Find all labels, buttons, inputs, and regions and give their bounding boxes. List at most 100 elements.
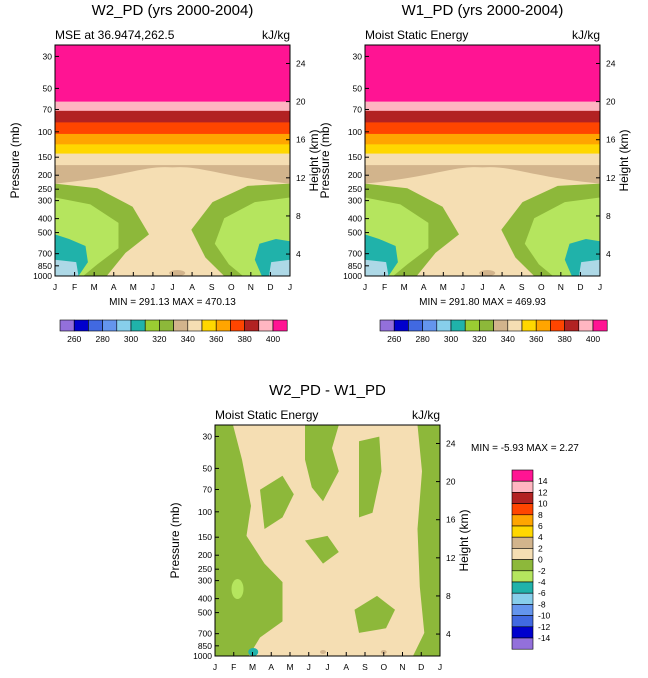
colorbar-swatch	[511, 536, 534, 549]
month-tick-label: J	[363, 282, 367, 292]
colorbar-swatch	[422, 319, 438, 332]
min-max-stats: MIN = 291.80 MAX = 469.93	[419, 297, 546, 308]
colorbar-label: 320	[152, 334, 166, 344]
pressure-tick-label: 1000	[193, 651, 212, 661]
pressure-tick-label: 500	[198, 608, 212, 618]
colorbar-swatch	[73, 319, 89, 332]
chart-title: W1_PD (yrs 2000-2004)	[402, 2, 564, 19]
colorbar-swatch	[511, 525, 534, 538]
height-tick-label: 12	[446, 553, 456, 563]
pressure-tick-label: 850	[198, 641, 212, 651]
month-tick-label: J	[598, 282, 602, 292]
pressure-tick-label: 100	[198, 507, 212, 517]
height-tick-label: 16	[296, 135, 306, 145]
colorbar-label: 400	[586, 334, 600, 344]
y-axis-label: Pressure (mb)	[168, 502, 182, 578]
colorbar-swatch	[102, 319, 118, 332]
height-tick-label: 8	[446, 591, 451, 601]
mse-band	[365, 133, 600, 145]
colorbar-swatch	[130, 319, 146, 332]
height-tick-label: 20	[446, 477, 456, 487]
height-tick-label: 12	[296, 173, 306, 183]
colorbar-swatch	[244, 319, 260, 332]
height-tick-label: 16	[606, 135, 616, 145]
diff-region	[305, 425, 339, 502]
min-max-stats: MIN = -5.93 MAX = 2.27	[471, 443, 579, 454]
mse-band	[365, 144, 600, 155]
pressure-tick-label: 150	[348, 152, 362, 162]
pressure-tick-label: 700	[38, 249, 52, 259]
mse-band	[55, 122, 290, 135]
colorbar-label: 260	[387, 334, 401, 344]
colorbar-swatch	[511, 604, 534, 616]
diff-colorbar	[511, 469, 534, 650]
pressure-tick-label: 50	[203, 463, 213, 473]
colorbar-swatch	[379, 319, 395, 332]
month-tick-label: S	[519, 282, 525, 292]
colorbar-label: 300	[124, 334, 138, 344]
colorbar-label: 280	[416, 334, 430, 344]
mse-band	[55, 153, 290, 166]
pressure-tick-label: 200	[198, 550, 212, 560]
chart-left-subtitle: Moist Static Energy	[215, 408, 318, 422]
colorbar-swatch	[592, 319, 608, 332]
y-axis-right-label: Height (km)	[457, 509, 471, 571]
colorbar-swatch	[215, 319, 231, 332]
month-tick-label: J	[151, 282, 155, 292]
mse-field-0	[55, 45, 290, 276]
mse-band	[55, 144, 290, 155]
mse-band	[365, 122, 600, 135]
colorbar-swatch	[511, 548, 534, 560]
pressure-tick-label: 70	[203, 484, 213, 494]
mse-band	[365, 153, 600, 166]
colorbar-swatch	[258, 319, 274, 332]
colorbar-label: 10	[538, 499, 548, 509]
y-axis-right-label: Height (km)	[307, 129, 321, 191]
colorbar-swatch	[88, 319, 103, 332]
diff-region	[231, 579, 244, 600]
mse-band	[365, 110, 600, 123]
pressure-tick-label: 250	[348, 184, 362, 194]
month-tick-label: N	[558, 282, 564, 292]
colorbar-swatch	[201, 319, 217, 332]
pressure-tick-label: 30	[203, 431, 213, 441]
colorbar-label: -2	[538, 566, 546, 576]
month-tick-label: D	[267, 282, 273, 292]
colorbar-swatch	[450, 319, 466, 332]
mse-band	[55, 101, 290, 112]
colorbar-swatch	[511, 514, 534, 527]
mse-region	[365, 259, 389, 276]
month-tick-label: A	[421, 282, 427, 292]
chart-title: W2_PD - W1_PD	[269, 382, 386, 399]
panel-axes-0	[54, 44, 291, 277]
colorbar-swatch	[464, 319, 480, 332]
month-tick-label: A	[268, 662, 274, 672]
pressure-tick-label: 500	[348, 228, 362, 238]
month-tick-label: J	[461, 282, 465, 292]
colorbar-swatch	[521, 319, 537, 332]
colorbar-label: 360	[209, 334, 223, 344]
colorbar-swatch	[511, 570, 534, 583]
month-tick-label: J	[288, 282, 292, 292]
pressure-tick-label: 250	[38, 184, 52, 194]
colorbar-swatch	[550, 319, 565, 332]
colorbar-label: 280	[96, 334, 110, 344]
pressure-tick-label: 300	[38, 196, 52, 206]
pressure-tick-label: 850	[38, 261, 52, 271]
colorbar-label: -12	[538, 622, 551, 632]
pressure-tick-label: 850	[348, 261, 362, 271]
month-tick-label: M	[249, 662, 256, 672]
y-axis-label: Pressure (mb)	[8, 122, 22, 198]
colorbar-label: 260	[67, 334, 81, 344]
colorbar-label: 14	[538, 476, 548, 486]
colorbar-swatch	[511, 592, 534, 605]
chart-units: kJ/kg	[262, 28, 290, 42]
month-tick-label: J	[213, 662, 217, 672]
panel-axes-2	[214, 424, 441, 657]
colorbar-swatch	[230, 319, 245, 332]
pressure-tick-label: 400	[198, 594, 212, 604]
y-axis-right-label: Height (km)	[617, 129, 631, 191]
colorbar-label: -10	[538, 611, 551, 621]
month-tick-label: S	[362, 662, 368, 672]
colorbar-label: 4	[538, 532, 543, 542]
